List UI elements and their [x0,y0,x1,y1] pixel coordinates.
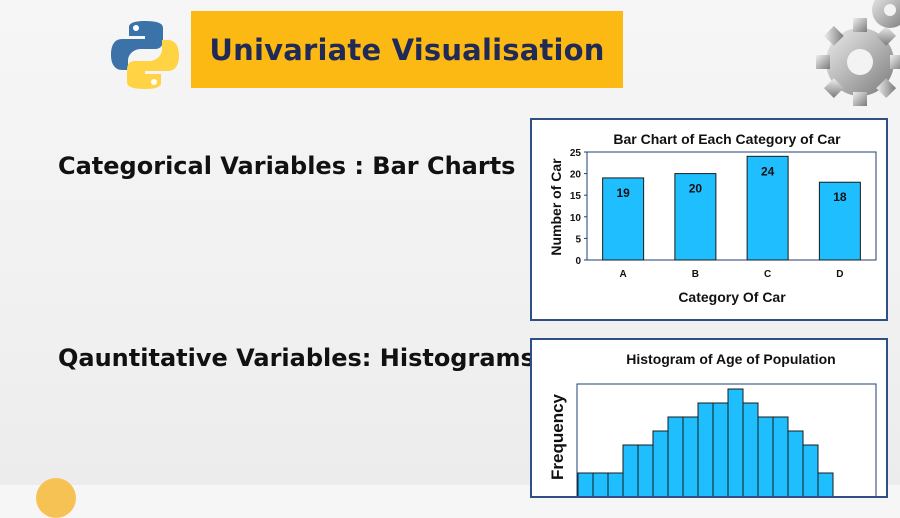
bar-chart-plot-area [586,151,877,261]
categorical-section-label: Categorical Variables : Bar Charts [58,152,516,180]
gears-icon [816,0,900,106]
bar-chart: Bar Chart of Each Category of Car Number… [548,131,877,305]
histogram-ylabel: Frequency [548,393,567,480]
bar-chart-data-label: 19 [616,186,630,200]
bar-chart-data-label: 20 [689,182,703,196]
bar-chart-ylabel: Number of Car [548,158,564,256]
corner-decoration [36,478,76,518]
quantitative-section-label: Qauntitative Variables: Histograms [58,344,535,372]
bar-chart-xtick-label: C [764,269,771,280]
histogram-bar [742,402,759,508]
bar-chart-bar [746,155,789,261]
bar-chart-ytick-label: 15 [570,191,582,202]
histogram-bar [757,416,774,508]
bar-chart-bar [602,177,645,261]
histogram-bar [667,416,684,508]
bar-chart-ytick-label: 5 [575,234,581,245]
page-title: Univariate Visualisation [209,32,605,67]
bar-chart-panel: Bar Chart of Each Category of Car Number… [530,118,888,321]
histogram-bar [652,430,669,508]
bar-chart-title: Bar Chart of Each Category of Car [613,131,841,147]
histogram-bar [682,416,699,508]
histogram-chart: Histogram of Age of Population Frequency [548,351,877,508]
title-banner: Univariate Visualisation [191,11,623,88]
histogram-bar [712,402,729,508]
bar-chart-ytick-label: 25 [570,148,582,159]
bar-chart-bar [818,181,861,261]
histogram-bar [727,388,744,508]
bar-chart-data-label: 18 [833,190,847,204]
bar-chart-xlabel: Category Of Car [678,289,786,305]
histogram-title: Histogram of Age of Population [626,351,835,367]
bar-chart-ytick-label: 10 [570,213,582,224]
histogram-bar [697,402,714,508]
bar-chart-xtick-label: A [620,269,627,280]
bar-chart-xtick-label: D [836,269,843,280]
histogram-bar [787,430,804,508]
histogram-bar [802,444,819,508]
bar-chart-bar [674,173,717,261]
bar-chart-ytick-label: 0 [575,256,581,267]
histogram-panel: Histogram of Age of Population Frequency [530,338,888,508]
histogram-bar [772,416,789,508]
histogram-bar [637,444,654,508]
bar-chart-data-label: 24 [761,164,775,178]
bar-chart-ytick-label: 20 [570,170,582,181]
histogram-bar [622,444,639,508]
bar-chart-xtick-label: B [692,269,699,280]
python-logo-icon [111,21,179,89]
